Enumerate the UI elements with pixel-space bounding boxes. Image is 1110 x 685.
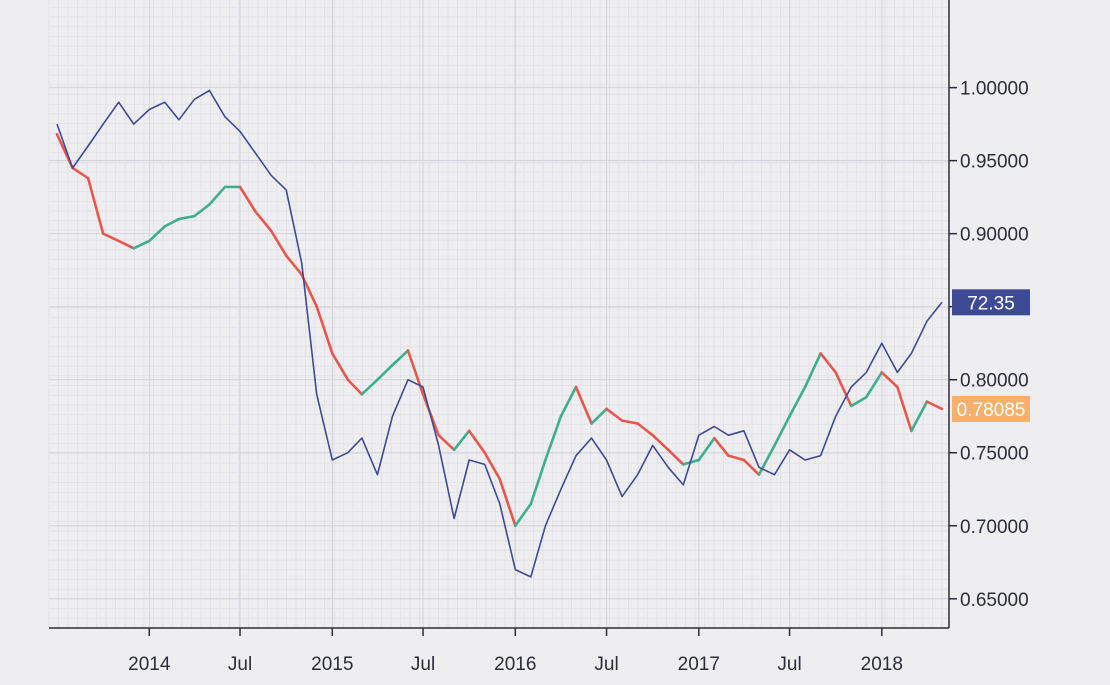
y-tick-label: 0.80000: [960, 371, 1029, 392]
last-value-label: 0.78085: [957, 400, 1026, 421]
x-tick-label: 2016: [494, 654, 536, 675]
y-tick-label: 0.65000: [960, 590, 1029, 611]
x-tick-label: Jul: [777, 654, 801, 675]
last-value-label: 72.35: [967, 293, 1015, 314]
y-tick-label: 1.00000: [960, 79, 1029, 100]
x-tick-label: Jul: [411, 654, 435, 675]
x-tick-label: Jul: [228, 654, 252, 675]
x-tick-label: 2017: [678, 654, 720, 675]
x-tick-label: 2014: [128, 654, 171, 675]
y-tick-label: 0.70000: [960, 517, 1029, 538]
x-tick-label: 2018: [861, 654, 903, 675]
x-tick-label: 2015: [311, 654, 353, 675]
y-tick-label: 0.95000: [960, 152, 1029, 173]
x-tick-label: Jul: [594, 654, 618, 675]
y-tick-label: 0.75000: [960, 444, 1029, 465]
y-tick-label: 0.90000: [960, 225, 1029, 246]
